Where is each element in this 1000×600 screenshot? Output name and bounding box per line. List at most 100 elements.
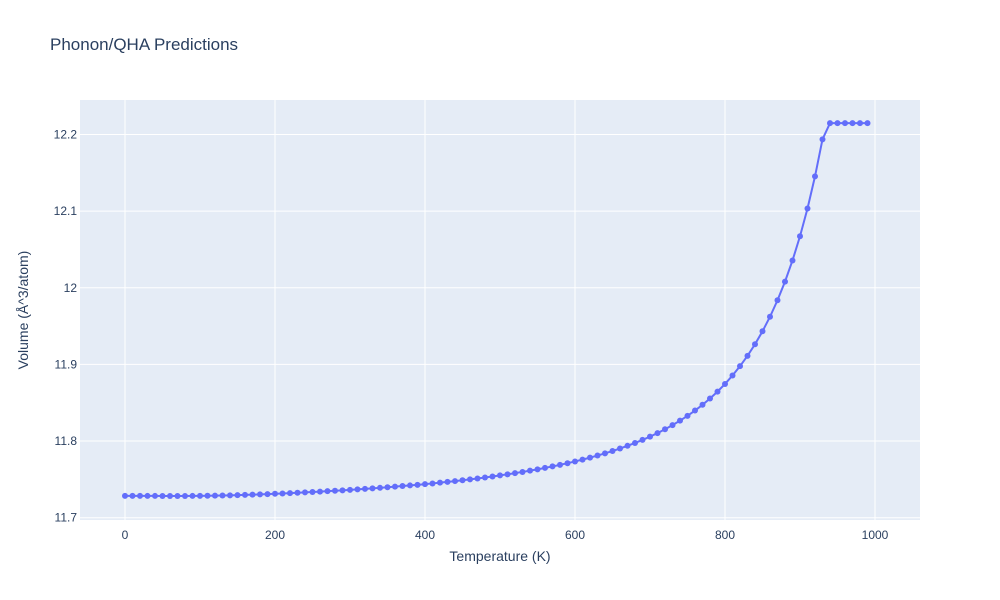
data-point[interactable]	[437, 479, 443, 486]
data-point[interactable]	[714, 388, 721, 395]
data-point[interactable]	[774, 297, 781, 304]
data-point[interactable]	[722, 380, 728, 387]
data-point[interactable]	[752, 341, 758, 348]
data-point[interactable]	[654, 430, 661, 437]
data-point[interactable]	[482, 474, 488, 481]
data-point[interactable]	[362, 485, 368, 492]
data-point[interactable]	[737, 363, 743, 370]
data-point[interactable]	[129, 492, 136, 499]
data-point[interactable]	[377, 484, 383, 491]
data-point[interactable]	[557, 461, 563, 468]
data-point[interactable]	[729, 372, 736, 379]
data-point[interactable]	[834, 120, 841, 127]
data-point[interactable]	[512, 470, 518, 477]
data-point[interactable]	[204, 492, 211, 499]
data-point[interactable]	[384, 484, 391, 491]
data-point[interactable]	[137, 492, 143, 499]
data-point[interactable]	[677, 417, 683, 424]
data-point[interactable]	[812, 173, 818, 180]
data-point[interactable]	[444, 478, 451, 485]
data-point[interactable]	[347, 486, 353, 493]
data-point[interactable]	[587, 454, 593, 461]
data-point[interactable]	[519, 468, 526, 475]
data-point[interactable]	[452, 478, 458, 485]
data-point[interactable]	[399, 483, 406, 490]
data-point[interactable]	[864, 120, 871, 127]
data-point[interactable]	[504, 471, 511, 478]
data-point[interactable]	[744, 352, 751, 359]
data-point[interactable]	[572, 458, 578, 465]
data-point[interactable]	[332, 487, 338, 494]
data-point[interactable]	[534, 466, 541, 473]
data-point[interactable]	[219, 492, 226, 499]
data-point[interactable]	[579, 456, 586, 463]
data-point[interactable]	[309, 489, 316, 496]
data-point[interactable]	[144, 492, 151, 499]
data-point[interactable]	[242, 491, 248, 498]
data-point[interactable]	[827, 120, 833, 127]
data-point[interactable]	[339, 487, 346, 494]
data-point[interactable]	[549, 463, 556, 470]
data-point[interactable]	[474, 475, 481, 482]
data-point[interactable]	[302, 489, 308, 496]
data-point[interactable]	[249, 491, 256, 498]
data-point[interactable]	[257, 491, 263, 498]
data-point[interactable]	[392, 483, 398, 490]
data-point[interactable]	[189, 492, 196, 499]
data-point[interactable]	[617, 445, 623, 452]
data-point[interactable]	[632, 439, 638, 446]
data-point[interactable]	[497, 472, 503, 479]
data-point[interactable]	[782, 278, 788, 285]
data-point[interactable]	[152, 492, 158, 499]
data-point[interactable]	[279, 490, 286, 497]
data-point[interactable]	[167, 493, 173, 500]
data-point[interactable]	[467, 476, 473, 483]
data-point[interactable]	[287, 490, 293, 497]
data-point[interactable]	[692, 407, 698, 414]
data-point[interactable]	[699, 401, 706, 408]
data-point[interactable]	[647, 433, 653, 440]
data-point[interactable]	[639, 436, 646, 443]
data-point[interactable]	[624, 442, 631, 449]
data-point[interactable]	[759, 328, 766, 335]
data-point[interactable]	[414, 481, 421, 488]
data-point[interactable]	[767, 313, 773, 320]
data-point[interactable]	[182, 493, 188, 500]
data-point[interactable]	[527, 467, 533, 474]
data-point[interactable]	[819, 136, 826, 143]
data-point[interactable]	[662, 426, 668, 433]
data-point[interactable]	[174, 493, 181, 500]
data-point[interactable]	[429, 480, 436, 487]
data-point[interactable]	[324, 488, 331, 495]
data-point[interactable]	[842, 120, 848, 127]
data-point[interactable]	[594, 452, 601, 459]
data-point[interactable]	[317, 488, 323, 495]
data-point[interactable]	[369, 485, 376, 492]
data-point[interactable]	[857, 120, 863, 127]
data-point[interactable]	[669, 422, 676, 429]
data-point[interactable]	[489, 473, 496, 480]
data-point[interactable]	[804, 205, 811, 212]
data-point[interactable]	[212, 492, 218, 499]
data-point[interactable]	[797, 233, 803, 240]
data-point[interactable]	[294, 489, 301, 496]
data-point[interactable]	[609, 448, 616, 455]
data-point[interactable]	[227, 492, 233, 499]
data-point[interactable]	[422, 481, 428, 488]
data-point[interactable]	[272, 490, 278, 497]
data-point[interactable]	[789, 257, 796, 264]
data-point[interactable]	[407, 482, 413, 489]
data-point[interactable]	[122, 492, 128, 499]
data-point[interactable]	[542, 464, 548, 471]
data-point[interactable]	[707, 395, 713, 402]
data-point[interactable]	[602, 450, 608, 457]
data-point[interactable]	[197, 492, 203, 499]
data-point[interactable]	[684, 412, 691, 419]
data-point[interactable]	[564, 460, 571, 467]
data-point[interactable]	[459, 477, 466, 484]
data-point[interactable]	[234, 492, 241, 499]
data-point[interactable]	[159, 493, 166, 500]
data-point[interactable]	[354, 486, 361, 493]
data-point[interactable]	[264, 491, 271, 498]
data-point[interactable]	[849, 120, 856, 127]
